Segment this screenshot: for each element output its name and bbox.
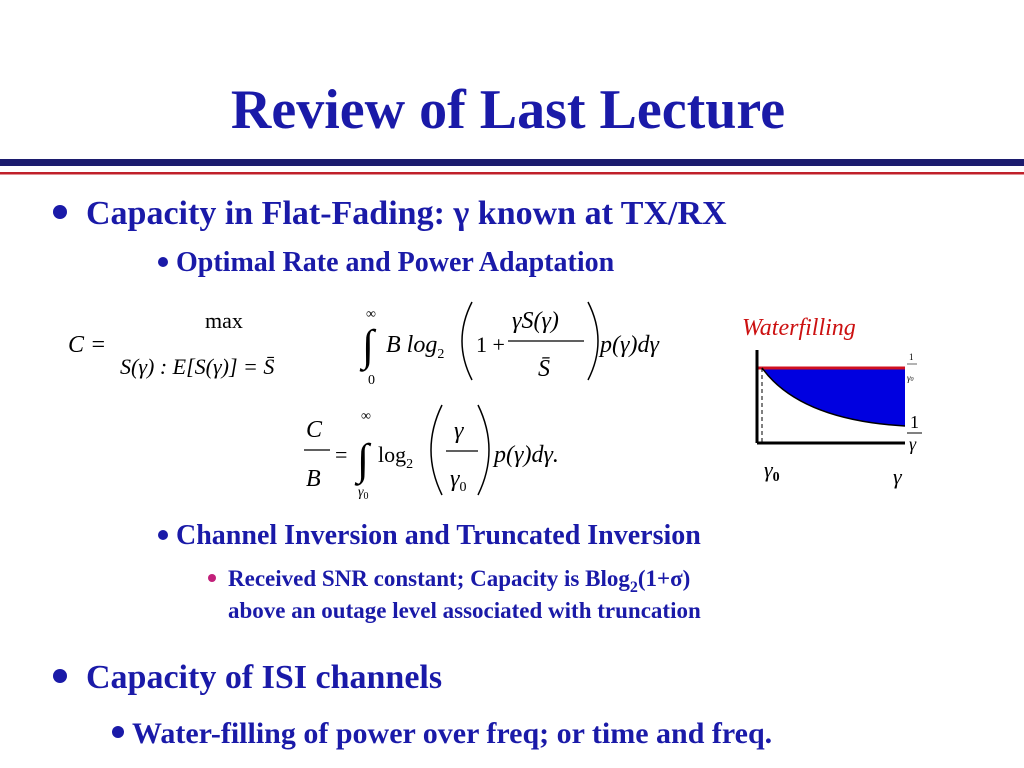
eq-text: max: [205, 308, 243, 333]
subscript: 2: [437, 347, 444, 362]
text: γ: [907, 373, 911, 383]
subscript: 0: [773, 470, 780, 485]
text: log: [378, 442, 406, 467]
eq-text: γ0: [358, 485, 369, 502]
bullet-text: Capacity in Flat-Fading: γ known at TX/R…: [86, 195, 727, 232]
text: γ: [358, 485, 364, 500]
eq-text: p(γ)dγ: [598, 332, 659, 358]
subscript: 2: [630, 579, 638, 596]
eq-text: 1 +: [476, 332, 505, 357]
bullet-text: Optimal Rate and Power Adaptation: [176, 247, 615, 278]
bullet-text: above an outage level associated with tr…: [228, 598, 701, 623]
bullet: [53, 205, 67, 219]
text: γ: [764, 457, 774, 482]
eq-text: B: [306, 466, 321, 492]
eq-text: B log2: [386, 332, 444, 362]
water-area: [762, 368, 905, 426]
inverse-curve: [761, 367, 906, 427]
eq-text: S(γ) : E[S(γ)] = S̄: [120, 354, 275, 379]
eq-text: γ: [454, 418, 464, 444]
figure-label: γ0: [764, 457, 780, 485]
eq-text: ∫: [354, 435, 372, 486]
subscript: 0: [459, 480, 466, 495]
bullet: [158, 257, 168, 267]
figure-label: γ: [909, 434, 917, 454]
eq-text: log2: [378, 442, 413, 472]
rule-dark: [0, 159, 1024, 166]
rule-red: [0, 172, 1024, 175]
bullet-text: Water-filling of power over freq; or tim…: [132, 717, 772, 750]
bullet-text: Received SNR constant; Capacity is Blog2…: [228, 566, 690, 596]
paren: [477, 404, 490, 496]
eq-text: ∞: [361, 409, 371, 424]
title: Review of Last Lecture: [231, 79, 785, 141]
eq-text: γS(γ): [512, 308, 559, 334]
eq-text: =: [335, 442, 347, 467]
text: B log: [386, 332, 437, 358]
bullet: [53, 669, 67, 683]
text: γ: [450, 466, 460, 492]
eq-text: p(γ)dγ.: [492, 442, 559, 468]
figure-label: 1: [909, 352, 914, 362]
text: (1+σ): [638, 566, 690, 591]
eq-text: 0: [368, 373, 375, 388]
figure-label: 1: [910, 412, 919, 432]
subscript: 2: [406, 457, 413, 472]
eq-text: ∞: [366, 307, 376, 322]
figure-label: γ0: [907, 373, 914, 383]
figure-label: γ: [893, 464, 903, 489]
bullet-text: Channel Inversion and Truncated Inversio…: [176, 520, 701, 551]
bullet: [208, 574, 216, 582]
bullet-text: Capacity of ISI channels: [86, 659, 442, 696]
bullet: [112, 726, 124, 738]
eq-text: C =: [68, 332, 106, 358]
paren: [430, 404, 443, 496]
bullet: [158, 530, 168, 540]
subscript: 0: [364, 491, 369, 502]
eq-text: C: [306, 417, 323, 443]
text: Received SNR constant; Capacity is Blog: [228, 566, 630, 591]
paren: [461, 301, 473, 381]
paren: [587, 301, 599, 381]
eq-text: S̄: [538, 356, 550, 382]
eq-text: ∫: [359, 321, 377, 372]
subscript: 0: [911, 377, 914, 383]
eq-text: γ0: [450, 466, 466, 495]
figure-title: Waterfilling: [742, 315, 856, 341]
